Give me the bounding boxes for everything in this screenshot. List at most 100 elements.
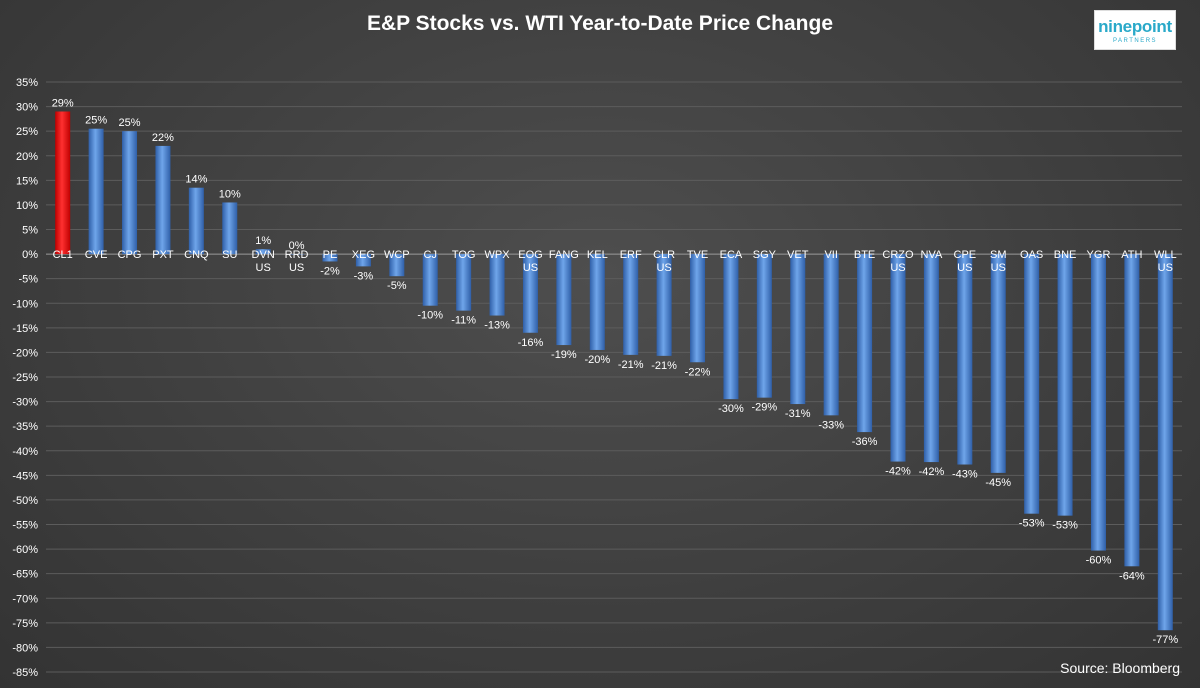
data-label: -29% (752, 402, 778, 414)
y-tick-label: -80% (12, 642, 38, 654)
category-label-line: US (890, 262, 905, 274)
bar (355, 254, 371, 267)
bar (188, 187, 204, 255)
data-label: -53% (1019, 518, 1045, 530)
bar (990, 254, 1006, 473)
bar (790, 254, 806, 405)
bar (255, 249, 271, 255)
y-tick-label: -85% (12, 667, 38, 679)
bar (890, 254, 906, 462)
bar (1090, 254, 1106, 551)
category-label-line: CJ (424, 249, 437, 261)
bar (522, 254, 538, 333)
y-tick-label: 30% (16, 102, 38, 114)
category-label: EOG US (518, 249, 542, 274)
category-label: CL1 (53, 249, 73, 261)
y-tick-label: -40% (12, 446, 38, 458)
category-label: KEL (587, 249, 608, 261)
category-label-line: SU (222, 249, 237, 261)
category-label-line: WPX (485, 249, 511, 261)
category-label-line: CLR (653, 249, 675, 261)
bar (489, 254, 505, 316)
category-label-line: US (289, 262, 304, 274)
category-label-line: YGR (1087, 249, 1111, 261)
category-label-line: US (957, 262, 972, 274)
data-label: -42% (919, 466, 945, 478)
bar (1157, 254, 1173, 631)
y-tick-label: -35% (12, 421, 38, 433)
category-label-line: KEL (587, 249, 608, 261)
bar (556, 254, 572, 346)
bar (823, 254, 839, 416)
data-label: -64% (1119, 570, 1145, 582)
category-label: CPE US (954, 249, 977, 274)
data-label: -60% (1086, 555, 1112, 567)
category-label: CRZO US (882, 249, 914, 274)
bar (222, 202, 238, 255)
category-label-line: US (523, 262, 538, 274)
bar (322, 254, 338, 262)
bar (55, 111, 71, 255)
category-label: CPG (118, 249, 142, 261)
y-tick-label: -15% (12, 323, 38, 335)
category-label-line: TOG (452, 249, 476, 261)
bar (690, 254, 706, 363)
category-label-line: US (991, 262, 1006, 274)
ninepoint-logo: ninepoint PARTNERS (1094, 10, 1176, 50)
data-label: -42% (885, 466, 911, 478)
category-label-line: CL1 (53, 249, 73, 261)
data-label: 29% (52, 98, 74, 110)
data-label: -36% (852, 436, 878, 448)
y-tick-label: -50% (12, 495, 38, 507)
category-label-line: VET (787, 249, 809, 261)
y-tick-label: -25% (12, 372, 38, 384)
bar (656, 254, 672, 356)
bar (155, 145, 171, 255)
category-label: OAS (1020, 249, 1043, 261)
category-label-line: ERF (620, 249, 642, 261)
category-label-line: US (256, 262, 271, 274)
category-label: CLR US (653, 249, 675, 274)
y-tick-label: -10% (12, 298, 38, 310)
bars (55, 111, 1173, 631)
bar (857, 254, 873, 433)
category-label-line: EOG (518, 249, 542, 261)
category-label-line: WLL (1154, 249, 1177, 261)
category-label-line: WCP (384, 249, 410, 261)
category-label-line: DVN (252, 249, 275, 261)
y-axis: 35% 30% 25% 20% 15% 10% 5% 0% -5% -10% -15% -20% -25… (12, 77, 38, 679)
category-label-line: OAS (1020, 249, 1043, 261)
data-label: -20% (584, 354, 610, 366)
y-tick-label: 0% (22, 249, 38, 261)
data-label: 22% (152, 132, 174, 144)
category-label: NVA (921, 249, 943, 261)
category-label: TOG (452, 249, 476, 261)
category-label: ERF (620, 249, 642, 261)
data-label: -45% (985, 477, 1011, 489)
category-label: WLL US (1154, 249, 1177, 274)
category-label-line: US (1158, 262, 1173, 274)
data-label: -2% (320, 265, 340, 277)
category-label: YGR (1087, 249, 1111, 261)
category-label: RRD US (285, 249, 309, 274)
category-label-line: TVE (687, 249, 708, 261)
category-label: VII (824, 249, 837, 261)
category-label: DVN US (252, 249, 275, 274)
bar (623, 254, 639, 355)
data-label: -30% (718, 403, 744, 415)
category-label-line: CPG (118, 249, 142, 261)
category-label-line: RRD (285, 249, 309, 261)
y-tick-label: -70% (12, 593, 38, 605)
category-label-line: PE (323, 249, 338, 261)
source-note: Source: Bloomberg (1060, 660, 1180, 676)
category-label-line: BNE (1054, 249, 1077, 261)
data-label: -22% (685, 366, 711, 378)
category-label: CVE (85, 249, 108, 261)
y-tick-label: -20% (12, 347, 38, 359)
category-label: PE (323, 249, 338, 261)
data-label: 10% (219, 188, 241, 200)
category-label: WCP (384, 249, 410, 261)
bar (1124, 254, 1140, 567)
bar (1024, 254, 1040, 514)
